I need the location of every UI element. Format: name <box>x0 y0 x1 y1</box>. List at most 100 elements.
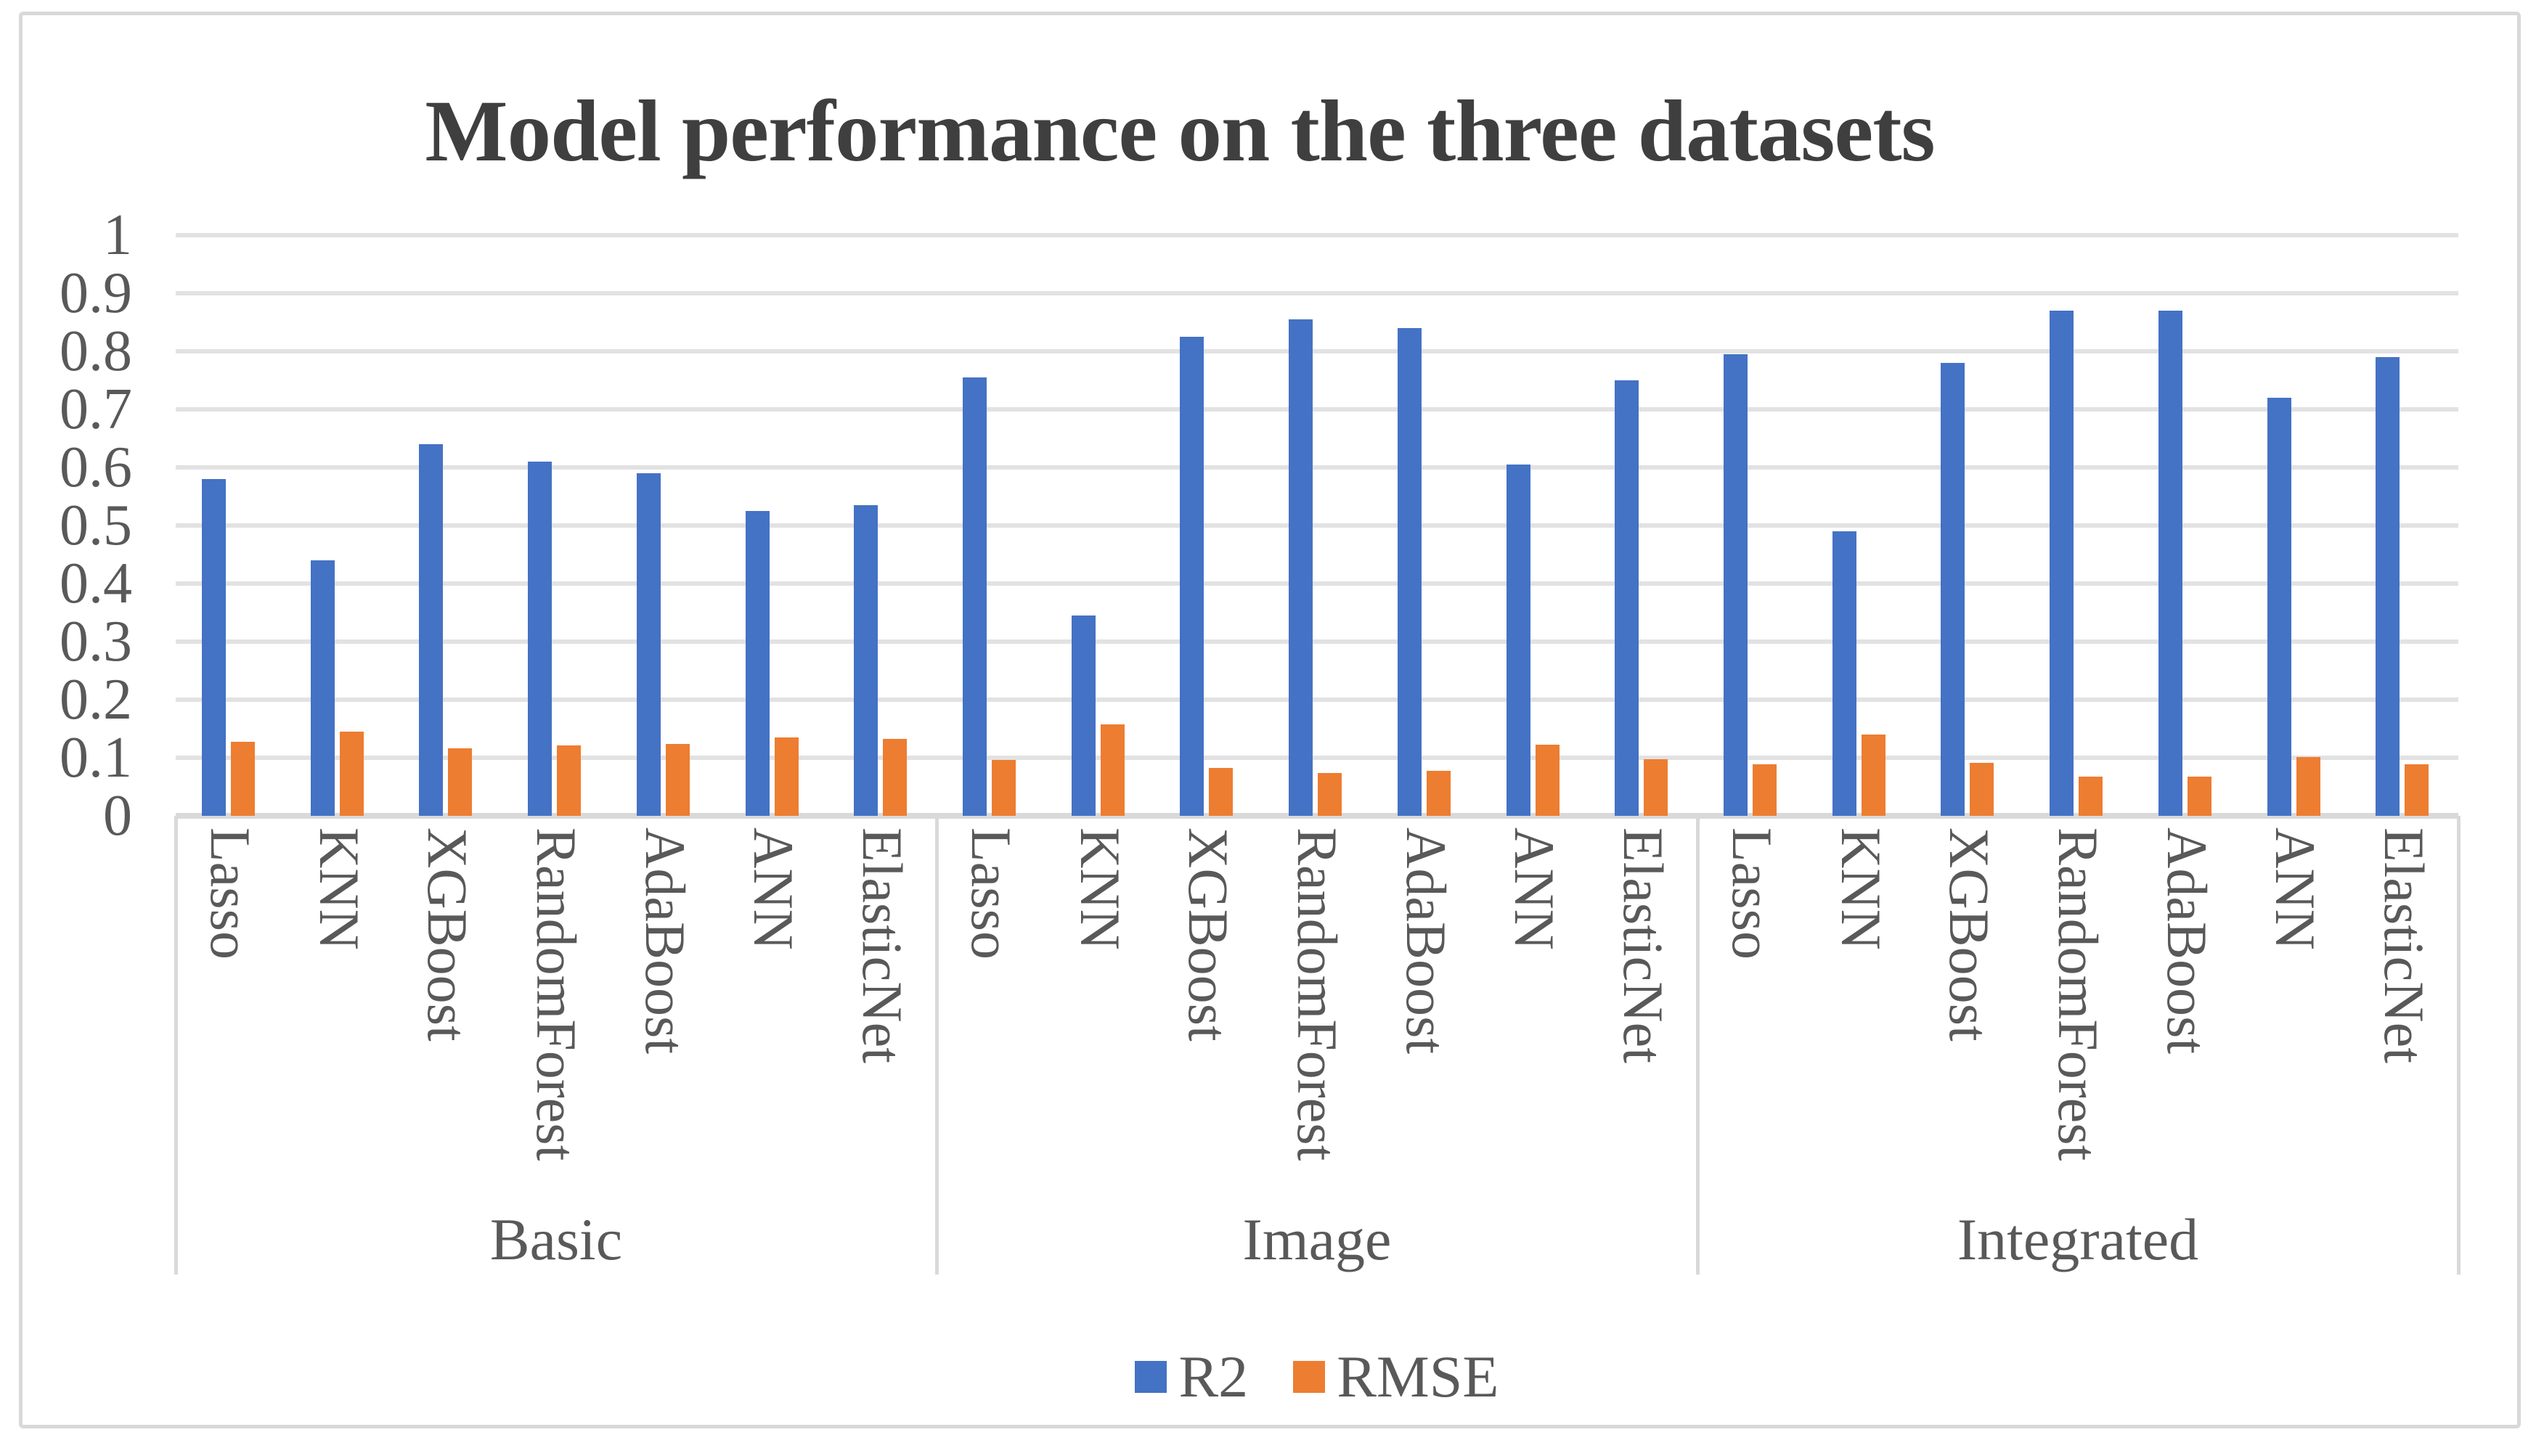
x-axis-category-label: AdaBoost <box>2156 827 2219 1054</box>
gridline <box>176 639 2458 644</box>
x-axis-category-label: XGBoost <box>1177 827 1240 1042</box>
rmse-bar <box>1318 773 1342 816</box>
y-axis-tick-label: 0.7 <box>60 377 132 441</box>
rmse-bar <box>340 732 364 816</box>
rmse-bar <box>1862 735 1885 816</box>
r2-bar <box>2158 311 2182 816</box>
r2-bar <box>637 473 661 816</box>
y-axis-tick-label: 0 <box>103 784 132 848</box>
group-separator-line <box>174 816 178 1275</box>
gridline <box>176 349 2458 353</box>
y-axis-tick-label: 0.6 <box>60 435 132 499</box>
r2-bar <box>746 511 770 816</box>
rmse-bar <box>2405 764 2429 816</box>
group-label-image: Image <box>1242 1206 1392 1272</box>
x-axis-category-label: Lasso <box>1721 827 1784 960</box>
group-separator-line <box>2457 816 2461 1275</box>
r2-bar <box>1507 465 1530 816</box>
rmse-bar <box>775 737 799 816</box>
rmse-bar <box>1101 724 1125 816</box>
x-axis-line <box>176 813 2458 819</box>
rmse-bar <box>1427 771 1451 816</box>
x-axis-category-label: ANN <box>742 827 805 950</box>
x-axis-category-label: ElasticNet <box>1612 827 1675 1063</box>
legend-item-r2: R2 <box>1135 1344 1248 1410</box>
gridline <box>176 698 2458 702</box>
x-axis-category-label: ElasticNet <box>2373 827 2436 1063</box>
rmse-bar <box>1753 764 1777 816</box>
rmse-bar <box>1209 768 1233 816</box>
y-axis-tick-label: 0.9 <box>60 261 132 325</box>
rmse-bar <box>557 745 581 816</box>
r2-bar <box>311 560 335 816</box>
x-axis-category-label: KNN <box>1830 827 1893 950</box>
r2-bar <box>1289 319 1313 816</box>
rmse-bar <box>2079 777 2103 816</box>
gridline <box>176 233 2458 237</box>
y-axis-tick-label: 0.8 <box>60 319 132 383</box>
y-axis-tick-label: 0.3 <box>60 610 132 674</box>
y-axis-tick-label: 0.4 <box>60 552 132 615</box>
rmse-bar <box>1970 763 1994 816</box>
r2-bar <box>963 377 987 816</box>
rmse-bar <box>2188 777 2211 816</box>
group-separator-line <box>935 816 939 1275</box>
y-axis-tick-label: 1 <box>103 203 132 267</box>
x-axis-category-label: RandomForest <box>525 827 588 1161</box>
rmse-bar <box>666 744 690 816</box>
r2-bar <box>1072 615 1096 816</box>
r2-bar <box>419 444 443 816</box>
r2-bar <box>2376 357 2400 816</box>
group-label-integrated: Integrated <box>1957 1206 2199 1272</box>
x-axis-category-label: KNN <box>1069 827 1132 950</box>
r2-bar <box>1398 328 1422 816</box>
rmse-bar <box>1536 745 1560 816</box>
r2-bar <box>1180 337 1204 816</box>
legend-label-r2: R2 <box>1178 1343 1249 1410</box>
rmse-bar <box>1644 759 1668 816</box>
gridline <box>176 465 2458 470</box>
r2-bar <box>854 505 878 816</box>
rmse-bar <box>231 742 255 816</box>
x-axis-category-label: AdaBoost <box>634 827 697 1054</box>
r2-bar <box>1615 380 1639 816</box>
x-axis-category-label: AdaBoost <box>1395 827 1458 1054</box>
x-axis-category-label: ElasticNet <box>851 827 914 1063</box>
x-axis-category-label: XGBoost <box>416 827 479 1042</box>
rmse-bar <box>448 748 472 816</box>
x-axis-category-label: RandomForest <box>2047 827 2110 1161</box>
y-axis-tick-label: 0.5 <box>60 494 132 557</box>
gridline <box>176 407 2458 412</box>
chart-title: Model performance on the three datasets <box>425 83 1935 180</box>
gridline <box>176 523 2458 528</box>
gridline <box>176 291 2458 295</box>
x-axis-category-label: XGBoost <box>1938 827 2001 1042</box>
rmse-legend-swatch-icon <box>1293 1361 1326 1393</box>
x-axis-category-label: KNN <box>308 827 371 950</box>
r2-bar <box>1832 531 1856 816</box>
group-label-basic: Basic <box>489 1206 623 1272</box>
group-separator-line <box>1696 816 1700 1275</box>
x-axis-category-label: ANN <box>2264 827 2327 950</box>
r2-legend-swatch-icon <box>1135 1361 1167 1393</box>
rmse-bar <box>992 760 1016 816</box>
rmse-bar <box>2296 757 2320 816</box>
r2-bar <box>1724 354 1748 816</box>
gridline <box>176 581 2458 586</box>
x-axis-category-label: RandomForest <box>1286 827 1349 1161</box>
r2-bar <box>1941 363 1965 816</box>
x-axis-category-label: ANN <box>1503 827 1566 950</box>
r2-bar <box>2267 398 2291 816</box>
y-axis-tick-label: 0.1 <box>60 726 132 790</box>
legend-item-rmse: RMSE <box>1293 1344 1499 1410</box>
figure-border <box>19 12 2521 1428</box>
r2-bar <box>2050 311 2074 816</box>
legend: R2 RMSE <box>176 1344 2458 1410</box>
x-axis-category-label: Lasso <box>960 827 1023 960</box>
y-axis-tick-label: 0.2 <box>60 668 132 732</box>
rmse-bar <box>883 739 907 816</box>
r2-bar <box>528 462 552 816</box>
r2-bar <box>202 479 226 816</box>
gridline <box>176 756 2458 760</box>
